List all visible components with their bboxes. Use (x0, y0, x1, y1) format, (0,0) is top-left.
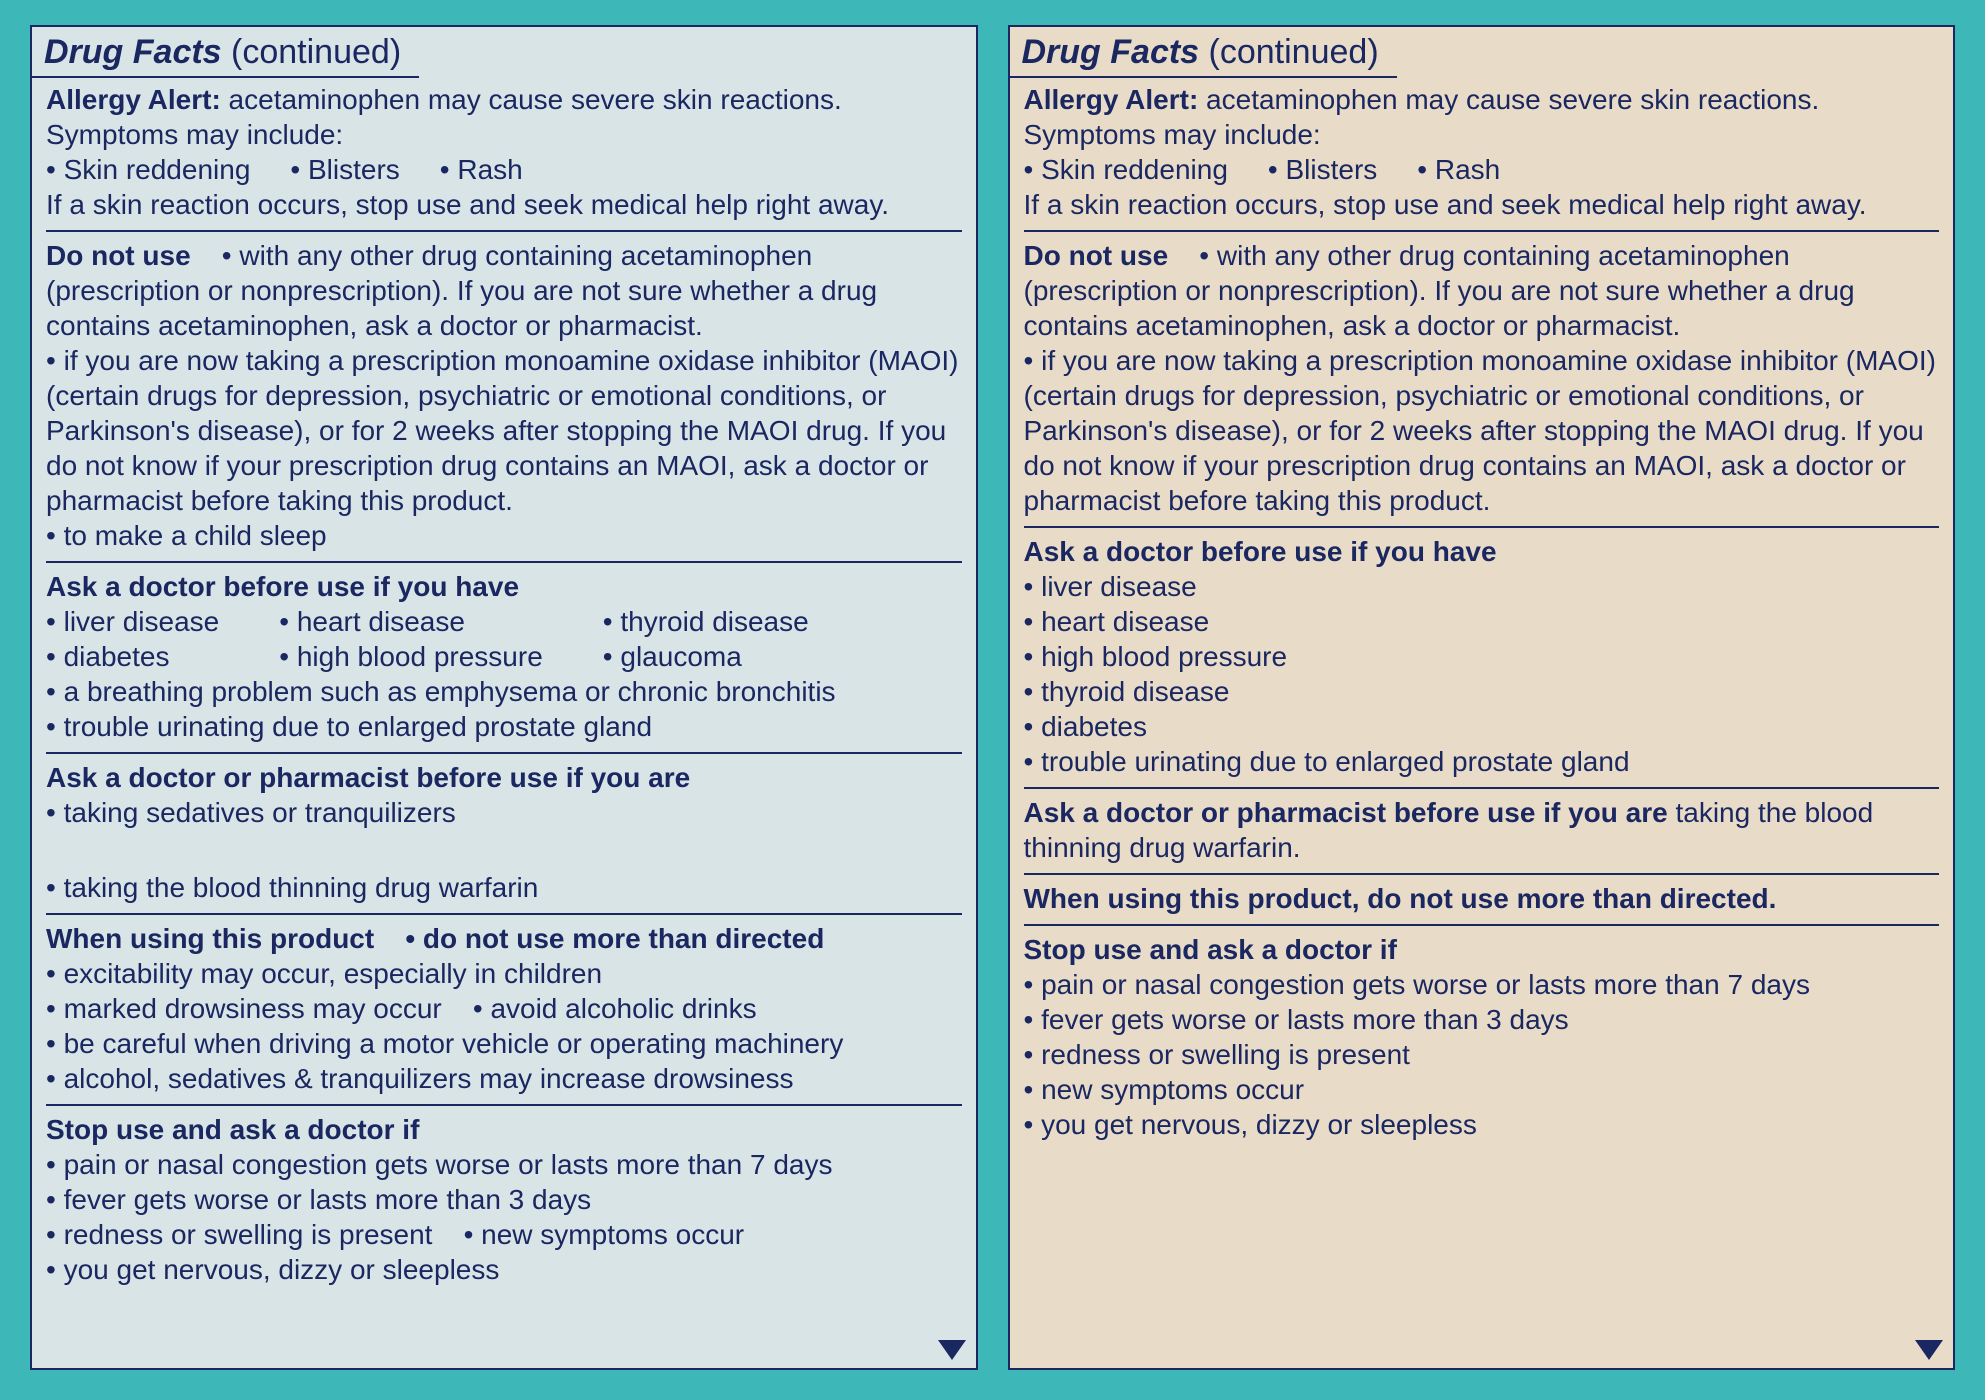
bullet-item: liver disease (46, 604, 219, 639)
tab-continued: (continued) (222, 33, 402, 71)
bullet-item: new symptoms occur (464, 1219, 745, 1250)
allergy-tail: If a skin reaction occurs, stop use and … (1024, 187, 1940, 222)
tab-continued: (continued) (1199, 33, 1379, 71)
bullet-item: pain or nasal congestion gets worse or l… (46, 1147, 962, 1182)
panel-content: Allergy Alert: acetaminophen may cause s… (1010, 78, 1954, 1160)
donotuse-heading: Do not use (46, 240, 191, 271)
section-ask-doctor: Ask a doctor before use if you have live… (46, 561, 962, 752)
section-ask-pharmacist: Ask a doctor or pharmacist before use if… (1024, 787, 1940, 873)
bullet-item: taking the blood thinning drug warfarin (46, 870, 538, 905)
bullet-item: Skin reddening (1024, 152, 1228, 187)
bullet-item: redness or swelling is present (46, 1219, 432, 1250)
whenusing-heading: When using this product (46, 923, 374, 954)
bullet-item: alcohol, sedatives & tranquilizers may i… (46, 1061, 962, 1096)
allergy-tail: If a skin reaction occurs, stop use and … (46, 187, 962, 222)
bullet-item: if you are now taking a prescription mon… (1024, 343, 1940, 518)
continue-indicator-icon (1915, 1340, 1943, 1360)
bullet-item: a breathing problem such as emphysema or… (46, 674, 962, 709)
continue-indicator-icon (938, 1340, 966, 1360)
bullet-item: liver disease (1024, 569, 1940, 604)
askdoctor-heading: Ask a doctor before use if you have (1024, 534, 1940, 569)
bullet-item: excitability may occur, especially in ch… (46, 956, 962, 991)
bullet-item: fever gets worse or lasts more than 3 da… (1024, 1002, 1940, 1037)
tab-title: Drug Facts (44, 33, 222, 71)
drug-facts-panel-left: Drug Facts (continued) Allergy Alert: ac… (30, 25, 978, 1370)
section-ask-doctor: Ask a doctor before use if you have live… (1024, 526, 1940, 787)
allergy-heading: Allergy Alert: (1024, 84, 1199, 115)
askpharm-heading: Ask a doctor or pharmacist before use if… (1024, 797, 1668, 828)
bullet-item: to make a child sleep (46, 518, 962, 553)
tab-title: Drug Facts (1022, 33, 1200, 71)
bullet-item: fever gets worse or lasts more than 3 da… (46, 1182, 962, 1217)
bullet-item: Blisters (1268, 152, 1377, 187)
bullet-item: thyroid disease (603, 604, 809, 639)
allergy-heading: Allergy Alert: (46, 84, 221, 115)
section-ask-pharmacist: Ask a doctor or pharmacist before use if… (46, 752, 962, 913)
allergy-bullets: Skin reddening Blisters Rash (46, 152, 962, 187)
section-allergy-alert: Allergy Alert: acetaminophen may cause s… (46, 78, 962, 230)
askpharm-heading: Ask a doctor or pharmacist before use if… (46, 760, 962, 795)
donotuse-heading: Do not use (1024, 240, 1169, 271)
stopuse-heading: Stop use and ask a doctor if (46, 1112, 962, 1147)
panel-tab: Drug Facts (continued) (32, 27, 419, 78)
section-do-not-use: Do not use with any other drug containin… (1024, 230, 1940, 526)
bullet-item: trouble urinating due to enlarged prosta… (1024, 744, 1940, 779)
bullet-item: Rash (440, 152, 523, 187)
section-stop-use: Stop use and ask a doctor if pain or nas… (46, 1104, 962, 1295)
bullet-item: trouble urinating due to enlarged prosta… (46, 709, 962, 744)
bullet-item: pain or nasal congestion gets worse or l… (1024, 967, 1940, 1002)
bullet-item: diabetes (46, 639, 219, 674)
bullet-item: redness or swelling is present (1024, 1037, 1940, 1072)
bullet-item: be careful when driving a motor vehicle … (46, 1026, 962, 1061)
bullet-item: Blisters (290, 152, 399, 187)
stopuse-heading: Stop use and ask a doctor if (1024, 932, 1940, 967)
panel-content: Allergy Alert: acetaminophen may cause s… (32, 78, 976, 1305)
drug-facts-panel-right: Drug Facts (continued) Allergy Alert: ac… (1008, 25, 1956, 1370)
bullet-item: new symptoms occur (1024, 1072, 1940, 1107)
bullet-item: Rash (1417, 152, 1500, 187)
section-do-not-use: Do not use with any other drug containin… (46, 230, 962, 561)
section-allergy-alert: Allergy Alert: acetaminophen may cause s… (1024, 78, 1940, 230)
bullet-item: thyroid disease (1024, 674, 1940, 709)
bullet-item: Skin reddening (46, 152, 250, 187)
askdoctor-heading: Ask a doctor before use if you have (46, 569, 962, 604)
bullet-item: taking sedatives or tranquilizers (46, 795, 456, 830)
panel-tab: Drug Facts (continued) (1010, 27, 1397, 78)
bullet-item: glaucoma (603, 639, 809, 674)
bullet-item: high blood pressure (1024, 639, 1940, 674)
section-stop-use: Stop use and ask a doctor if pain or nas… (1024, 924, 1940, 1150)
whenusing-headbullet: do not use more than directed (405, 923, 824, 954)
bullet-item: heart disease (279, 604, 543, 639)
section-when-using: When using this product do not use more … (46, 913, 962, 1104)
bullet-item: you get nervous, dizzy or sleepless (46, 1252, 962, 1287)
whenusing-text: When using this product, do not use more… (1024, 883, 1777, 914)
bullet-item: you get nervous, dizzy or sleepless (1024, 1107, 1940, 1142)
section-when-using: When using this product, do not use more… (1024, 873, 1940, 924)
bullet-item: avoid alcoholic drinks (473, 993, 757, 1024)
bullet-item: if you are now taking a prescription mon… (46, 343, 962, 518)
bullet-item: diabetes (1024, 709, 1940, 744)
allergy-bullets: Skin reddening Blisters Rash (1024, 152, 1940, 187)
bullet-item: heart disease (1024, 604, 1940, 639)
bullet-item: high blood pressure (279, 639, 543, 674)
bullet-item: marked drowsiness may occur (46, 993, 442, 1024)
